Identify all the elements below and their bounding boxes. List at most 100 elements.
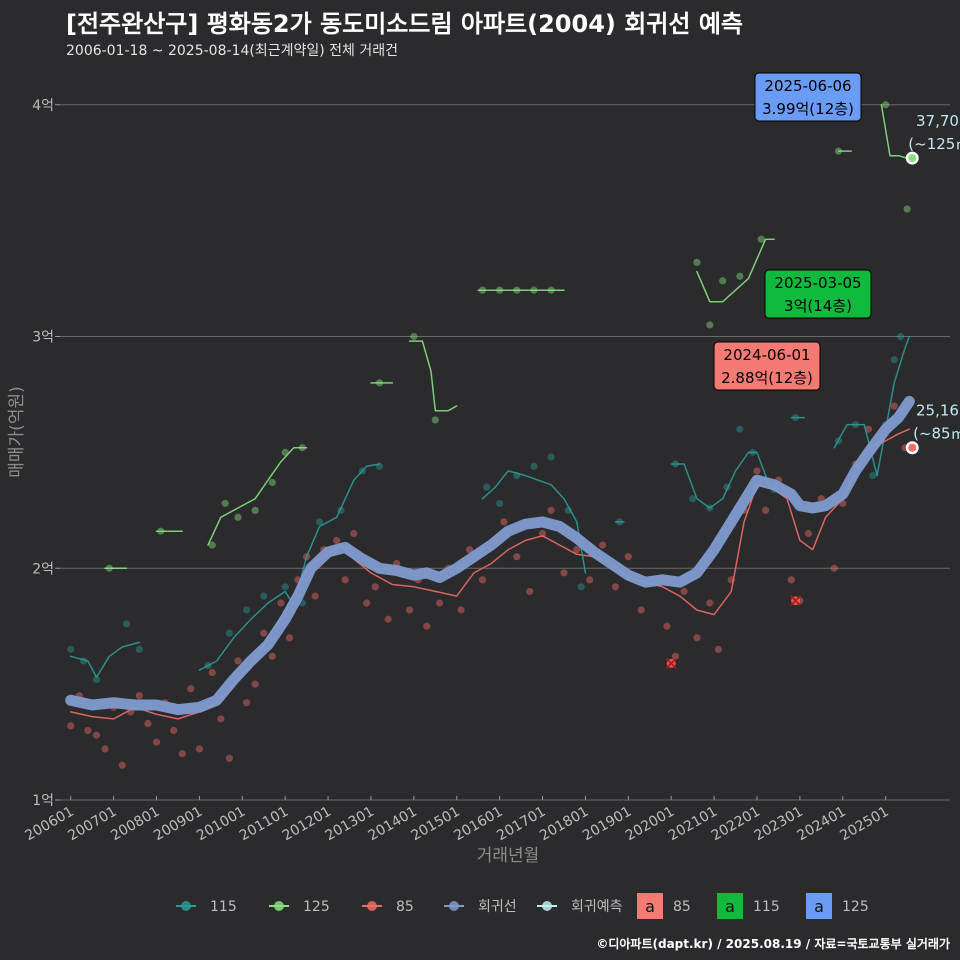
- prediction-markers: 37,700 (~125㎡) 25,160 (~85㎡): [905, 112, 960, 455]
- scatter-point-85: [242, 699, 251, 707]
- scatter-point-125: [882, 101, 890, 109]
- scatter-point-115: [530, 462, 538, 470]
- chart-subtitle: 2006-01-18 ~ 2025-08-14(최근계약일) 전체 거래건: [66, 43, 398, 59]
- legend-key-box: [637, 893, 663, 919]
- scatter-point-115: [242, 606, 251, 614]
- scatter-point-85: [466, 546, 474, 554]
- x-tick-label: 201801: [537, 804, 591, 845]
- scatter-point-85: [706, 599, 714, 607]
- x-tick-label: 202401: [794, 804, 848, 845]
- y-tick-label: 4억: [32, 98, 54, 114]
- callout-date: 2024-06-01: [723, 346, 810, 364]
- scatter-point-115: [736, 425, 744, 433]
- x-tick-label: 200701: [65, 804, 119, 845]
- scatter-point-115: [260, 592, 268, 600]
- scatter-point-115: [689, 495, 697, 503]
- y-axis: 1억 2억 3억 4억: [32, 98, 60, 809]
- scatter-point-115: [577, 583, 585, 591]
- prediction-marker-125: [908, 154, 917, 163]
- scatter-point-85: [435, 599, 444, 607]
- legend-key-glyph: a: [725, 897, 735, 916]
- scatter-point-85: [67, 722, 75, 730]
- scatter-point-85: [457, 606, 465, 614]
- scatter-point-85: [890, 402, 898, 410]
- callout-price: 3.99억(12층): [762, 100, 854, 118]
- scatter-point-85: [135, 692, 143, 700]
- scatter-point-115: [483, 483, 491, 491]
- scatter-point-85: [260, 629, 268, 637]
- scatter-point-115: [92, 675, 101, 684]
- scatter-point-85: [637, 606, 645, 614]
- scatter-point-85: [152, 738, 161, 746]
- x-axis: 2006012007012008012009012010012011012012…: [22, 796, 892, 845]
- legend-key-box: [806, 893, 832, 919]
- callout-price: 2.88억(12층): [721, 369, 813, 387]
- callout-date: 2025-03-05: [774, 274, 861, 292]
- scatter-point-85: [586, 576, 594, 584]
- scatter-point-125: [251, 506, 259, 514]
- scatter-point-125: [693, 258, 701, 266]
- scatter-point-85: [92, 731, 101, 739]
- series-lines: [65, 104, 915, 720]
- scatter-point-85: [693, 634, 701, 642]
- gridlines: [60, 104, 950, 801]
- prediction-area-label: (~85㎡): [913, 425, 960, 443]
- scatter-point-125: [719, 277, 727, 285]
- scatter-point-85: [251, 680, 259, 688]
- scatter-point-85: [478, 576, 487, 584]
- scatter-point-85: [268, 652, 276, 660]
- x-tick-label: 200901: [151, 804, 205, 845]
- legend-key-dot: [274, 901, 284, 911]
- x-tick-label: 201001: [194, 804, 248, 845]
- highlight-x-marker: [665, 657, 677, 669]
- x-tick-label: 201401: [366, 804, 420, 845]
- highlight-x-marker: [790, 595, 802, 607]
- prediction-marker-85: [908, 443, 917, 452]
- scatter-point-85: [611, 583, 620, 591]
- y-tick-label: 2억: [32, 561, 54, 577]
- scatter-point-115: [890, 356, 898, 364]
- scatter-point-85: [225, 754, 234, 762]
- legend-label: 125: [303, 899, 330, 915]
- x-axis-title: 거래년월: [477, 846, 540, 866]
- scatter-point-85: [671, 652, 680, 660]
- scatter-point-115: [315, 518, 324, 526]
- legend-label: 회귀예측: [571, 899, 623, 915]
- scatter-point-85: [384, 615, 392, 623]
- scatter-point-85: [714, 645, 722, 653]
- scatter-point-125: [208, 541, 216, 549]
- scatter-point-85: [526, 587, 534, 596]
- legend-label: 115: [210, 899, 237, 915]
- scatter-point-85: [341, 576, 349, 584]
- scatter-point-85: [285, 634, 294, 642]
- scatter-point-85: [170, 726, 178, 735]
- legend-label: 85: [396, 899, 414, 915]
- callout-date: 2025-06-06: [764, 77, 851, 95]
- scatter-point-125: [706, 321, 714, 329]
- scatter-point-125: [410, 332, 418, 341]
- legend-key-dot: [181, 901, 191, 911]
- scatter-point-125: [736, 272, 744, 280]
- x-tick-label: 202101: [666, 804, 720, 845]
- scatter-point-85: [663, 622, 671, 630]
- scatter-point-85: [118, 761, 126, 769]
- scatter-point-85: [560, 569, 568, 577]
- y-axis-title: 매매가(억원): [7, 386, 27, 477]
- scatter-point-115: [547, 453, 555, 461]
- legend-key-box: [717, 893, 743, 919]
- scatter-point-85: [787, 576, 795, 584]
- series-line-125: [104, 104, 908, 570]
- x-tick-label: 201301: [323, 804, 377, 845]
- scatter-point-125: [431, 416, 439, 424]
- scatter-point-85: [208, 668, 216, 677]
- scatter-point-85: [195, 745, 203, 753]
- scatter-point-85: [333, 536, 341, 545]
- scatter-point-85: [513, 553, 521, 561]
- scatter-point-115: [122, 620, 131, 628]
- legend-label: 회귀선: [478, 899, 517, 915]
- legend-label: 85: [673, 899, 691, 915]
- scatter-point-85: [178, 750, 186, 758]
- x-tick-label: 201101: [237, 804, 291, 845]
- prediction-price-label: 37,700: [916, 112, 960, 130]
- scatter-point-85: [680, 587, 688, 596]
